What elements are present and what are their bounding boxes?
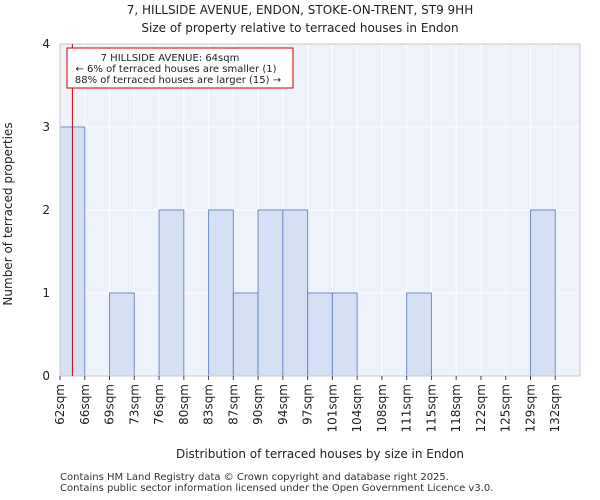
annotation-line-3: 88% of terraced houses are larger (15) → [75,75,281,86]
y-tick-label: 2 [42,203,50,217]
plot-frame [59,43,581,377]
histogram-chart: 7, HILLSIDE AVENUE, ENDON, STOKE-ON-TREN… [1,3,581,461]
x-axis-label: Distribution of terraced houses by size … [176,447,464,461]
chart-subtitle: Size of property relative to terraced ho… [141,21,458,35]
y-ticks: 0 1 2 3 4 [42,37,50,383]
x-tick-label: 87sqm [226,384,240,425]
y-tick-label: 1 [42,286,50,300]
x-tick-label: 101sqm [325,384,339,432]
footer: Contains HM Land Registry data © Crown c… [60,472,493,494]
x-tick-label: 108sqm [375,384,389,432]
bar-101sqm [331,292,358,377]
bar-129sqm [529,209,556,377]
x-tick-label: 115sqm [424,384,438,432]
x-tick-label: 69sqm [103,384,117,425]
x-tick-label: 76sqm [152,384,166,425]
annotation-line-1: 7 HILLSIDE AVENUE: 64sqm [101,53,240,64]
x-tick-label: 132sqm [548,384,562,432]
footer-line-2: Contains public sector information licen… [60,483,494,494]
bar-111sqm [406,292,432,377]
x-tick-label: 122sqm [474,384,488,432]
chart-title: 7, HILLSIDE AVENUE, ENDON, STOKE-ON-TREN… [127,3,473,17]
x-tick-label: 62sqm [53,384,67,425]
x-tick-label: 111sqm [400,384,414,432]
x-tick-label: 83sqm [202,384,216,425]
bar-69sqm [109,292,135,377]
bar-97sqm [307,292,333,377]
x-tick-label: 90sqm [251,384,265,425]
y-tick-label: 4 [42,37,50,51]
bar-76sqm [158,209,185,377]
bar-90sqm [257,209,284,377]
y-axis-label: Number of terraced properties [1,122,15,305]
bar-83sqm [208,209,234,377]
x-ticks: 62sqm 66sqm 69sqm 73sqm 76sqm 80sqm 83sqm 87sqm… [53,376,562,432]
x-tick-label: 104sqm [350,384,364,432]
annotation-frame [66,47,294,89]
y-tick-label: 3 [42,120,50,134]
y-tick-label: 0 [42,369,50,383]
bar-94sqm [282,209,309,377]
x-tick-label: 66sqm [78,384,92,425]
x-tick-label: 97sqm [301,384,315,425]
footer-line-1: Contains HM Land Registry data © Crown c… [60,472,449,483]
x-tick-label: 73sqm [127,384,141,425]
x-tick-label: 125sqm [499,384,513,432]
annotation-box: 7 HILLSIDE AVENUE: 64sqm ← 6% of terrace… [66,47,294,89]
x-tick-label: 94sqm [276,384,290,425]
x-tick-label: 118sqm [449,384,463,432]
bar-87sqm [232,292,259,377]
annotation-line-2: ← 6% of terraced houses are smaller (1) [76,64,277,75]
x-tick-label: 80sqm [177,384,191,425]
x-tick-label: 129sqm [523,384,537,432]
